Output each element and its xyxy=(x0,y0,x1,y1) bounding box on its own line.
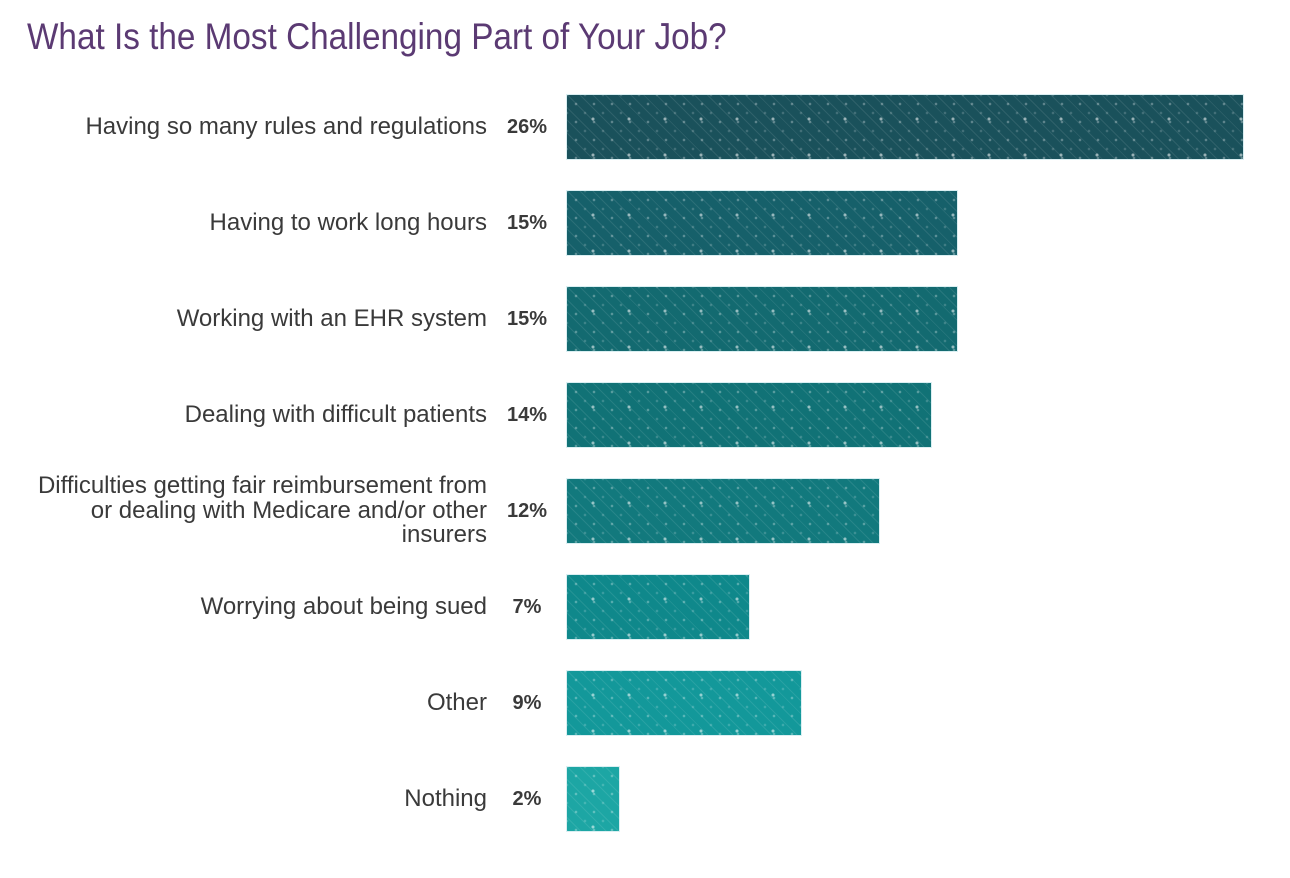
value-label: 15% xyxy=(506,307,548,330)
category-label: Difficulties getting fair reimbursement … xyxy=(37,471,487,549)
bar-row: Having to work long hours 15% xyxy=(0,191,1290,255)
bar-track xyxy=(567,191,1243,255)
category-label: Working with an EHR system xyxy=(176,304,487,332)
value-label: 14% xyxy=(506,403,548,426)
bar xyxy=(567,671,801,735)
value-label: 12% xyxy=(506,499,548,522)
value-label: 7% xyxy=(512,595,542,618)
bar-row: Having so many rules and regulations 26% xyxy=(0,95,1290,159)
bar xyxy=(567,287,957,351)
bar-track xyxy=(567,287,1243,351)
bar-row: Working with an EHR system 15% xyxy=(0,287,1290,351)
bar xyxy=(567,95,1243,159)
category-label: Having to work long hours xyxy=(209,208,487,236)
value-label: 26% xyxy=(506,115,548,138)
bar-track xyxy=(567,767,1243,831)
bar-track xyxy=(567,479,1243,543)
bar xyxy=(567,479,879,543)
category-label: Other xyxy=(426,688,487,716)
bar-row: Other 9% xyxy=(0,671,1290,735)
value-label: 15% xyxy=(506,211,548,234)
bar xyxy=(567,767,619,831)
bar xyxy=(567,191,957,255)
category-label: Nothing xyxy=(404,784,487,812)
bar-track xyxy=(567,671,1243,735)
bar-row: Worrying about being sued 7% xyxy=(0,575,1290,639)
bar-track xyxy=(567,95,1243,159)
category-label: Worrying about being sued xyxy=(200,592,487,620)
category-label: Having so many rules and regulations xyxy=(85,112,487,140)
bar-track xyxy=(567,575,1243,639)
bar-row: Dealing with difficult patients 14% xyxy=(0,383,1290,447)
value-label: 2% xyxy=(512,787,542,810)
category-label: Dealing with difficult patients xyxy=(184,400,487,428)
bar-row: Difficulties getting fair reimbursement … xyxy=(0,473,1290,547)
bar-row: Nothing 2% xyxy=(0,767,1290,831)
bar-track xyxy=(567,383,1243,447)
bar xyxy=(567,575,749,639)
chart-title: What Is the Most Challenging Part of You… xyxy=(27,16,727,57)
chart-plot-area: Having so many rules and regulations 26%… xyxy=(0,95,1290,831)
value-label: 9% xyxy=(512,691,542,714)
bar xyxy=(567,383,931,447)
